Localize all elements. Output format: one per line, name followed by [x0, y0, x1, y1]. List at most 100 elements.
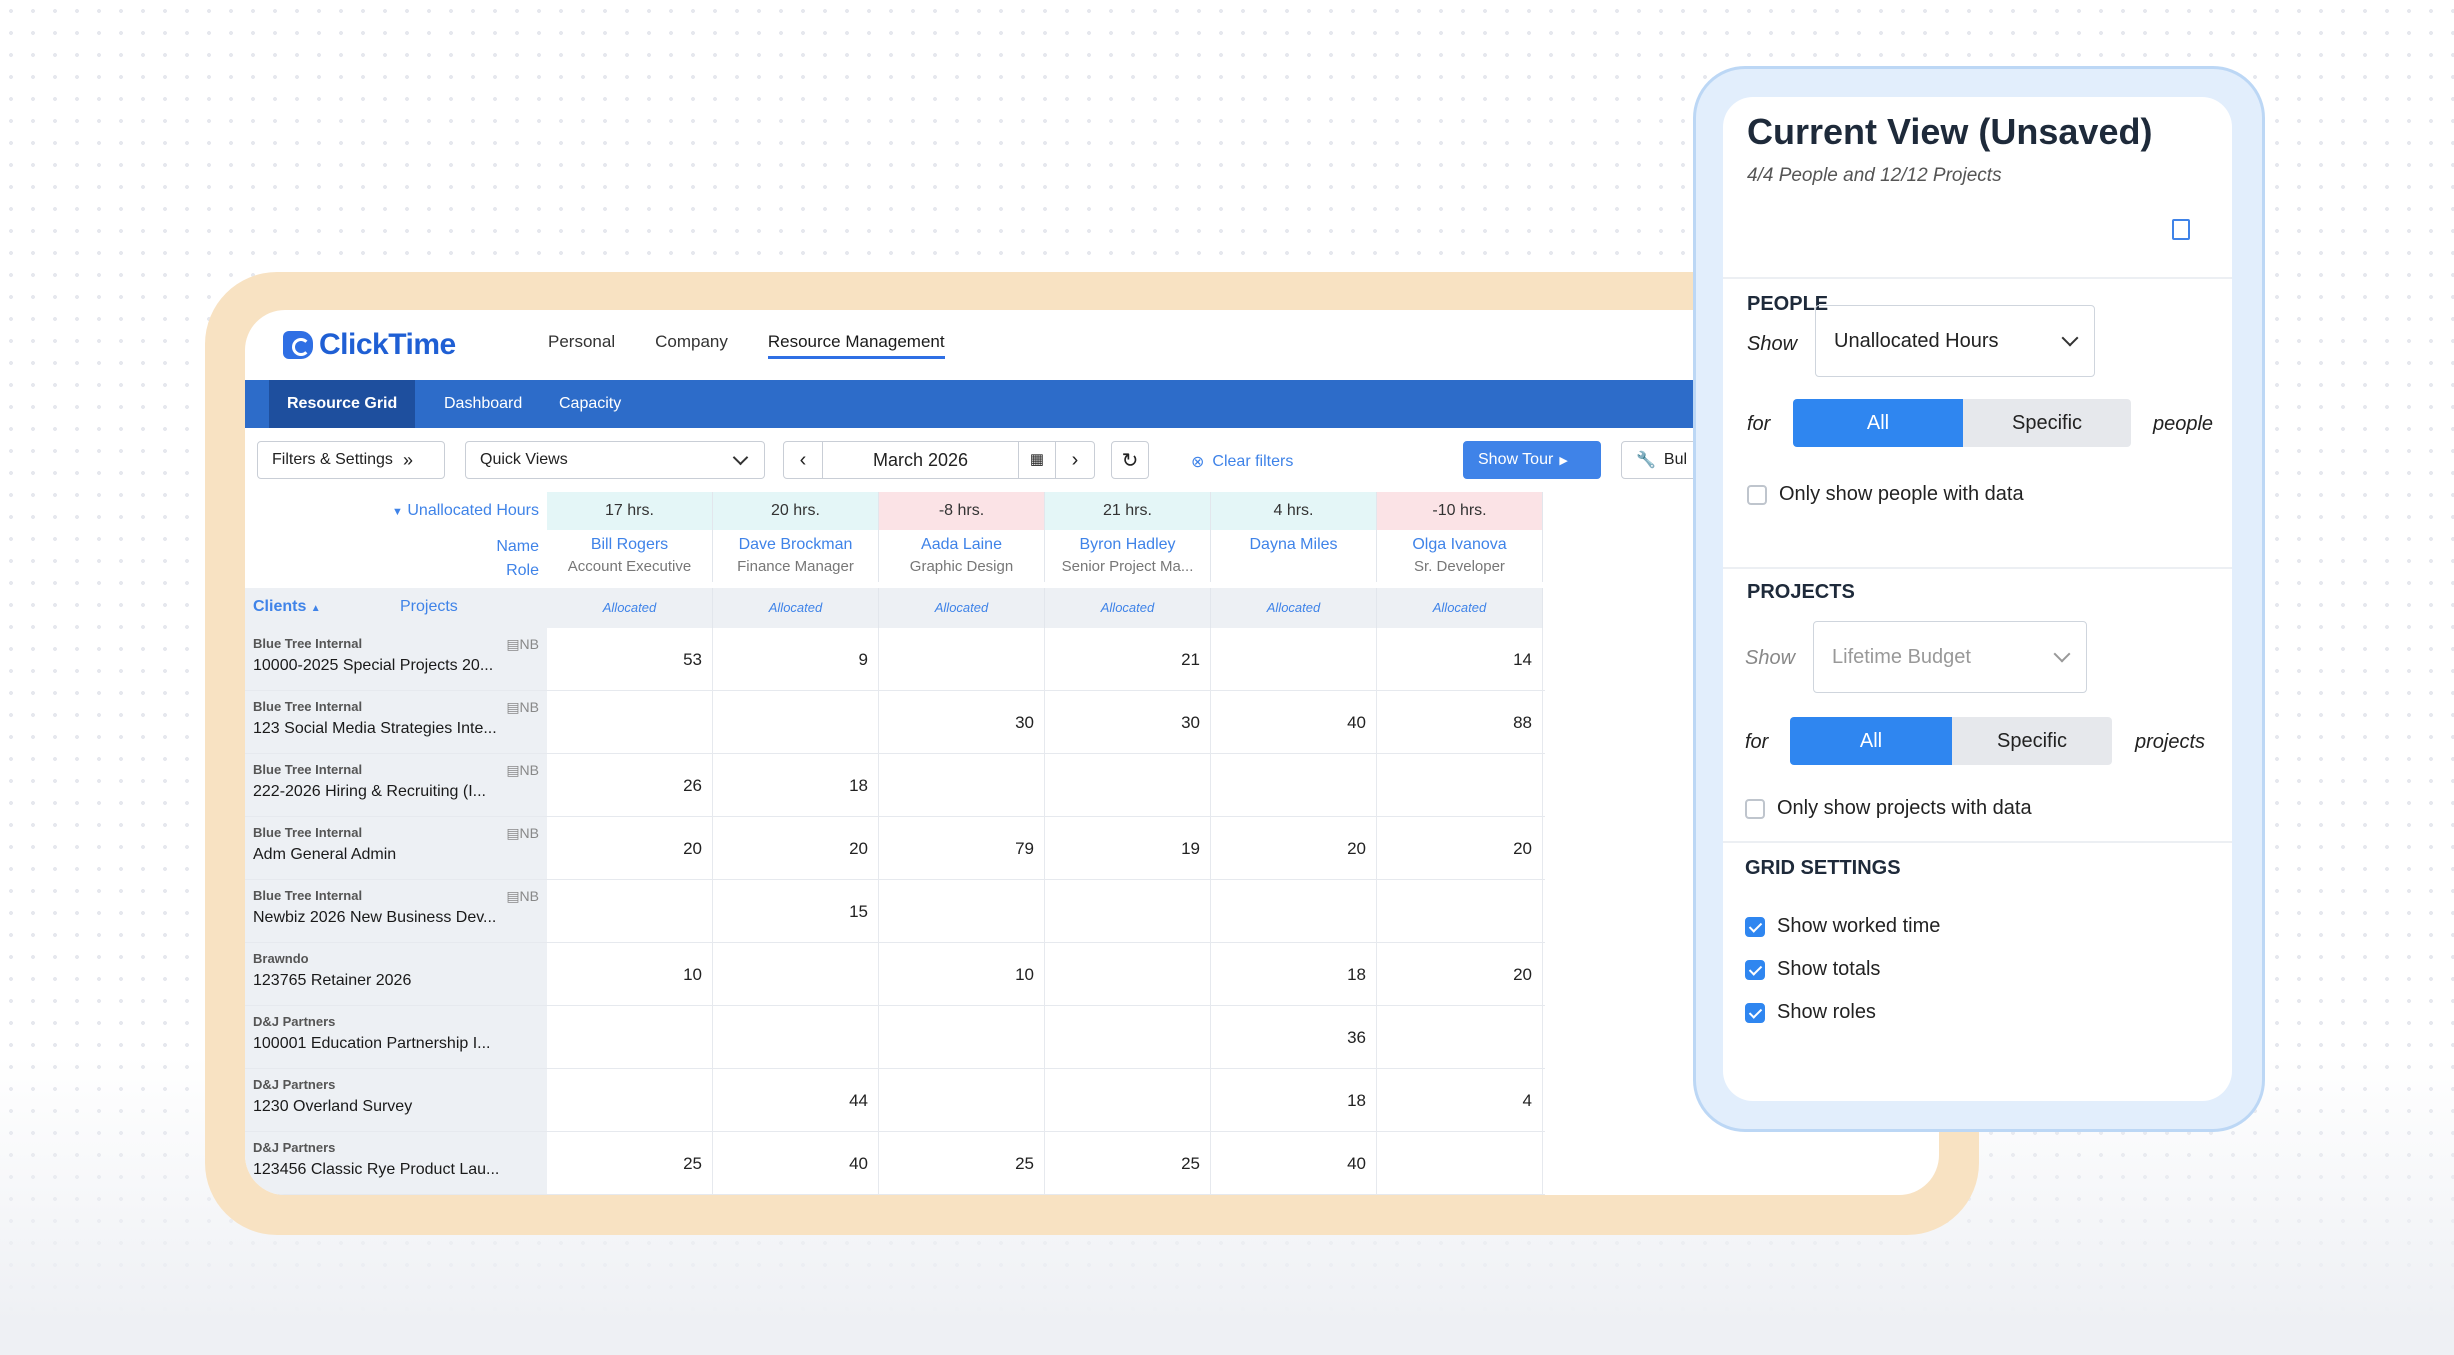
people-specific-button[interactable]: Specific — [1963, 399, 2131, 447]
allocation-cell[interactable] — [547, 1006, 713, 1068]
allocation-cell[interactable] — [879, 1006, 1045, 1068]
next-month-button[interactable]: › — [1055, 442, 1094, 478]
allocation-cell[interactable]: 40 — [1211, 691, 1377, 753]
allocation-cell[interactable]: 25 — [1045, 1132, 1211, 1194]
tab-personal[interactable]: Personal — [548, 332, 616, 351]
allocation-cell[interactable] — [1211, 628, 1377, 690]
only-people-checkbox[interactable]: Only show people with data — [1747, 483, 2024, 506]
allocation-cell[interactable]: 40 — [713, 1132, 879, 1194]
allocation-cell[interactable] — [713, 691, 879, 753]
allocation-cell[interactable]: 88 — [1377, 691, 1543, 753]
person-name-link[interactable]: Bill Rogers — [590, 536, 669, 553]
allocation-cell[interactable] — [1377, 1132, 1543, 1194]
allocation-cell[interactable] — [1045, 1069, 1211, 1131]
show-worked-time-checkbox[interactable]: Show worked time — [1745, 915, 1940, 938]
allocation-cell[interactable]: 20 — [1377, 817, 1543, 879]
allocation-cell[interactable]: 20 — [1377, 943, 1543, 1005]
show-totals-checkbox[interactable]: Show totals — [1745, 958, 1880, 981]
person-name-link[interactable]: Dayna Miles — [1249, 536, 1338, 553]
allocation-cell[interactable]: 40 — [1211, 1132, 1377, 1194]
allocation-cell[interactable]: 44 — [713, 1069, 879, 1131]
allocation-cell[interactable]: 19 — [1045, 817, 1211, 879]
logo[interactable]: ClickTime — [283, 328, 456, 362]
allocation-cell[interactable] — [1045, 880, 1211, 942]
people-show-select[interactable]: Unallocated Hours — [1815, 305, 2095, 377]
show-tour-button[interactable]: Show Tour ▶ — [1463, 441, 1601, 479]
unallocated-hours-toggle[interactable]: ▼ Unallocated Hours — [245, 502, 547, 520]
allocation-cell[interactable] — [1211, 880, 1377, 942]
allocation-cell[interactable]: 30 — [879, 691, 1045, 753]
project-cell[interactable]: D&J Partners 100001 Education Partnership… — [245, 1006, 547, 1068]
allocation-cell[interactable]: 9 — [713, 628, 879, 690]
allocation-cell[interactable] — [879, 754, 1045, 816]
allocation-cell[interactable] — [879, 880, 1045, 942]
tab-resource-management[interactable]: Resource Management — [767, 332, 945, 359]
allocation-cell[interactable] — [1377, 754, 1543, 816]
person-name-link[interactable]: Olga Ivanova — [1412, 536, 1507, 553]
project-cell[interactable]: Blue Tree Internal 10000-2025 Special Pro… — [245, 628, 547, 690]
allocation-cell[interactable]: 18 — [1211, 943, 1377, 1005]
clear-filters-link[interactable]: ⊗ Clear filters — [1191, 452, 1293, 472]
project-cell[interactable]: Brawndo 123765 Retainer 2026 — [245, 943, 547, 1005]
allocation-cell[interactable] — [713, 943, 879, 1005]
quick-views-select[interactable]: Quick Views — [465, 441, 765, 479]
project-cell[interactable]: Blue Tree Internal Newbiz 2026 New Busine… — [245, 880, 547, 942]
projects-sort[interactable]: Projects — [400, 598, 458, 615]
allocation-cell[interactable] — [879, 1069, 1045, 1131]
person-name-link[interactable]: Aada Laine — [921, 536, 1002, 553]
only-projects-checkbox[interactable]: Only show projects with data — [1745, 797, 2032, 820]
subtab-resource-grid[interactable]: Resource Grid — [269, 380, 416, 428]
allocation-cell[interactable]: 20 — [713, 817, 879, 879]
allocation-cell[interactable] — [547, 1069, 713, 1131]
person-name-link[interactable]: Dave Brockman — [738, 536, 853, 553]
project-cell[interactable]: D&J Partners 1230 Overland Survey — [245, 1069, 547, 1131]
allocation-cell[interactable] — [547, 691, 713, 753]
project-cell[interactable]: D&J Partners 123456 Classic Rye Product L… — [245, 1132, 547, 1194]
subtab-dashboard[interactable]: Dashboard — [444, 395, 523, 412]
allocation-cell[interactable] — [1045, 754, 1211, 816]
copy-icon[interactable] — [2168, 215, 2190, 240]
allocation-cell[interactable]: 79 — [879, 817, 1045, 879]
person-name-link[interactable]: Byron Hadley — [1079, 536, 1176, 553]
allocation-cell[interactable]: 18 — [713, 754, 879, 816]
allocation-cell[interactable] — [1211, 754, 1377, 816]
allocation-cell[interactable] — [1045, 1006, 1211, 1068]
allocation-cell[interactable]: 20 — [1211, 817, 1377, 879]
calendar-icon[interactable]: ▦ — [1018, 442, 1055, 478]
allocation-cell[interactable]: 36 — [1211, 1006, 1377, 1068]
allocation-cell[interactable]: 25 — [547, 1132, 713, 1194]
allocation-cell[interactable]: 10 — [547, 943, 713, 1005]
prev-month-button[interactable]: ‹ — [784, 442, 823, 478]
projects-show-select[interactable]: Lifetime Budget — [1813, 621, 2087, 693]
allocation-cell[interactable] — [1045, 943, 1211, 1005]
allocation-cell[interactable]: 15 — [713, 880, 879, 942]
allocation-cell[interactable]: 25 — [879, 1132, 1045, 1194]
subtab-capacity[interactable]: Capacity — [559, 395, 622, 412]
clients-sort[interactable]: Clients ▲ — [253, 598, 321, 616]
people-all-button[interactable]: All — [1793, 399, 1963, 447]
projects-specific-button[interactable]: Specific — [1952, 717, 2112, 765]
allocation-cell[interactable] — [879, 628, 1045, 690]
allocation-cell[interactable]: 4 — [1377, 1069, 1543, 1131]
project-cell[interactable]: Blue Tree Internal 222-2026 Hiring & Recr… — [245, 754, 547, 816]
project-cell[interactable]: Blue Tree Internal 123 Social Media Strat… — [245, 691, 547, 753]
allocation-cell[interactable]: 10 — [879, 943, 1045, 1005]
tab-company[interactable]: Company — [655, 332, 728, 351]
show-roles-checkbox[interactable]: Show roles — [1745, 1001, 1876, 1024]
allocation-cell[interactable]: 26 — [547, 754, 713, 816]
allocation-cell[interactable] — [1377, 880, 1543, 942]
allocation-cell[interactable]: 14 — [1377, 628, 1543, 690]
allocation-cell[interactable] — [547, 880, 713, 942]
allocation-cell[interactable]: 53 — [547, 628, 713, 690]
filters-settings-button[interactable]: Filters & Settings » — [257, 441, 445, 479]
allocation-cell[interactable] — [713, 1006, 879, 1068]
allocation-cell[interactable]: 21 — [1045, 628, 1211, 690]
projects-all-button[interactable]: All — [1790, 717, 1952, 765]
project-cell[interactable]: Blue Tree Internal Adm General Admin ▤NB — [245, 817, 547, 879]
allocation-cell[interactable] — [1377, 1006, 1543, 1068]
allocation-cell[interactable]: 18 — [1211, 1069, 1377, 1131]
allocation-cell[interactable]: 20 — [547, 817, 713, 879]
non-billable-badge: ▤NB — [506, 762, 539, 779]
refresh-button[interactable]: ↻ — [1111, 441, 1149, 479]
allocation-cell[interactable]: 30 — [1045, 691, 1211, 753]
